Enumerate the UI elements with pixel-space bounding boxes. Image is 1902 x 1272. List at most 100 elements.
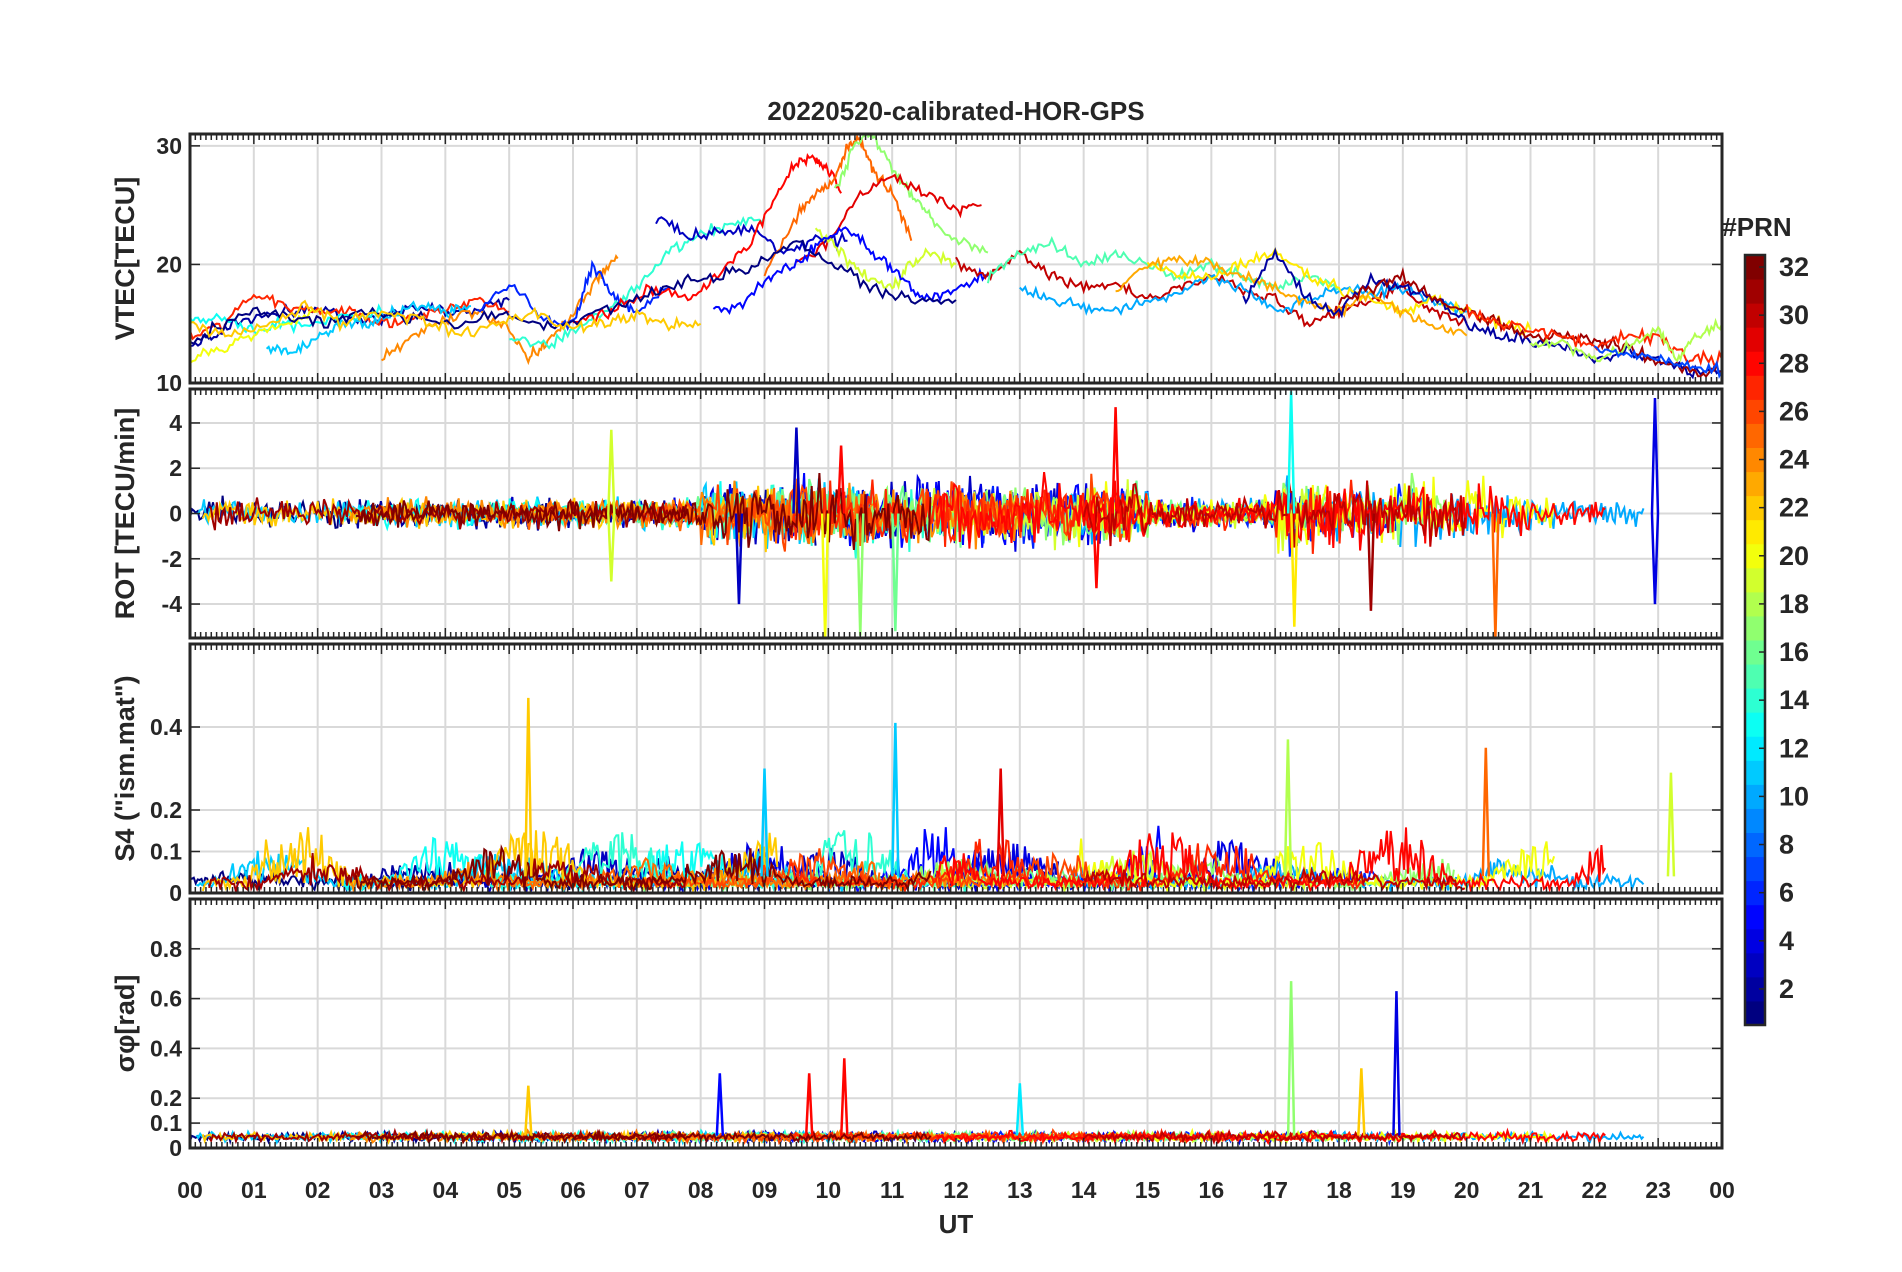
vtec-series-line — [190, 308, 318, 364]
x-tick-label: 09 — [752, 1177, 778, 1203]
x-tick-label: 23 — [1645, 1177, 1671, 1203]
x-tick-label: 02 — [305, 1177, 331, 1203]
colorbar-swatch — [1745, 495, 1765, 521]
vtec-series-line — [1019, 273, 1468, 318]
spike-mark — [820, 513, 830, 638]
colorbar-swatch — [1745, 952, 1765, 978]
colorbar-swatch — [1745, 519, 1765, 545]
spike-mark — [715, 1073, 725, 1136]
colorbar-tick-label: 18 — [1779, 589, 1809, 619]
panel-plot-area — [190, 697, 1676, 893]
y-tick-label: 0 — [169, 1135, 182, 1161]
colorbar-swatch — [1745, 640, 1765, 665]
vtec-series-line — [763, 134, 913, 277]
panel-2: -4 -2 0 2 4 ROT [TECU/min] — [110, 387, 1724, 640]
colorbar-swatch — [1745, 688, 1765, 713]
vtec-series-line — [814, 227, 957, 291]
vtec-series-line — [190, 299, 702, 339]
y-tick-label: 0.2 — [150, 797, 182, 823]
y-tick-label: 0 — [169, 880, 182, 906]
x-tick-label: 01 — [241, 1177, 267, 1203]
x-tick-label: 20 — [1454, 1177, 1480, 1203]
y-axis-label: S4 ("ism.mat") — [110, 675, 140, 861]
colorbar-tick-label: 26 — [1779, 396, 1809, 426]
y-axis-label: VTEC[TECU] — [110, 177, 140, 341]
colorbar-swatch — [1745, 279, 1765, 304]
colorbar-swatch — [1745, 856, 1765, 882]
colorbar-tick-label: 14 — [1779, 685, 1809, 715]
y-tick-label: 0.4 — [150, 714, 182, 740]
y-tick-label: 2 — [169, 455, 182, 481]
y-tick-label: 0.1 — [150, 839, 182, 865]
x-tick-label: 06 — [560, 1177, 586, 1203]
chart-title: 20220520-calibrated-HOR-GPS — [767, 96, 1144, 126]
vtec-series-line — [1465, 304, 1722, 367]
x-tick-label: 15 — [1135, 1177, 1161, 1203]
x-tick-label: 21 — [1518, 1177, 1544, 1203]
panel-ticks — [189, 644, 1723, 894]
panel-ticks — [189, 134, 1723, 384]
spike-mark — [734, 513, 744, 605]
colorbar-swatch — [1745, 351, 1765, 376]
panel-series-line — [1082, 479, 1466, 548]
y-tick-label: 0.1 — [150, 1110, 182, 1136]
colorbar-swatch — [1745, 976, 1765, 1002]
spike-mark — [1481, 747, 1491, 877]
spike-mark — [1392, 991, 1401, 1136]
x-tick-label: 18 — [1326, 1177, 1352, 1203]
x-tick-label: 08 — [688, 1177, 714, 1203]
colorbar-tick-label: 6 — [1779, 878, 1794, 908]
colorbar-tick-label: 16 — [1779, 637, 1809, 667]
x-tick-labels: 00 01 02 03 04 05 06 07 08 09 10 11 12 13 14 15 16 17 18 19… — [177, 1177, 1735, 1203]
y-tick-label: 0 — [169, 501, 182, 527]
panel-plot-area — [190, 391, 1660, 638]
spike-mark — [1290, 513, 1299, 627]
spike-mark — [840, 1058, 849, 1136]
x-tick-label: 07 — [624, 1177, 650, 1203]
colorbar-tick-label: 22 — [1779, 493, 1809, 523]
colorbar-tick-label: 20 — [1779, 541, 1809, 571]
spike-mark — [792, 427, 801, 514]
spike-mark — [1357, 1068, 1366, 1136]
spike-mark — [607, 513, 616, 582]
colorbar-tick-label: 10 — [1779, 781, 1809, 811]
spike-mark — [804, 1073, 814, 1136]
panel-ticks — [189, 389, 1723, 638]
panel-1: 10 20 30 VTEC[TECU] — [110, 132, 1724, 396]
spike-mark — [1283, 739, 1293, 877]
y-tick-label: 0.2 — [150, 1085, 182, 1111]
colorbar-frame — [1743, 253, 1767, 1027]
spike-mark — [524, 1085, 533, 1136]
y-tick-label: 20 — [156, 251, 182, 277]
colorbar-swatch — [1745, 808, 1765, 833]
colorbar-swatch — [1745, 1000, 1765, 1026]
y-axis-label: σφ[rad] — [110, 975, 140, 1073]
spike-mark — [760, 768, 769, 877]
colorbar-swatch — [1745, 591, 1765, 617]
spike-mark — [1666, 772, 1676, 877]
vtec-series-line — [1593, 345, 1722, 380]
spike-mark — [891, 513, 900, 632]
x-tick-label: 04 — [433, 1177, 459, 1203]
x-tick-label: 22 — [1582, 1177, 1608, 1203]
x-tick-label: 10 — [816, 1177, 842, 1203]
spike-mark — [891, 722, 900, 877]
vtec-series-line — [190, 296, 510, 347]
spike-mark — [1111, 407, 1120, 514]
spike-mark — [1366, 513, 1376, 611]
x-tick-label: 11 — [880, 1177, 905, 1203]
vtec-series-line — [190, 293, 510, 341]
colorbar-swatch — [1745, 880, 1765, 906]
spike-mark — [836, 445, 846, 514]
colorbar-swatch — [1745, 928, 1765, 954]
colorbar-swatch — [1745, 567, 1765, 593]
vtec-series-line — [1529, 317, 1722, 363]
spike-mark — [1092, 513, 1101, 589]
colorbar-swatch — [1745, 375, 1765, 400]
y-tick-label: -2 — [162, 546, 182, 572]
spike-mark — [524, 697, 533, 877]
colorbar-swatch — [1745, 327, 1765, 352]
colorbar-swatch — [1745, 615, 1765, 641]
